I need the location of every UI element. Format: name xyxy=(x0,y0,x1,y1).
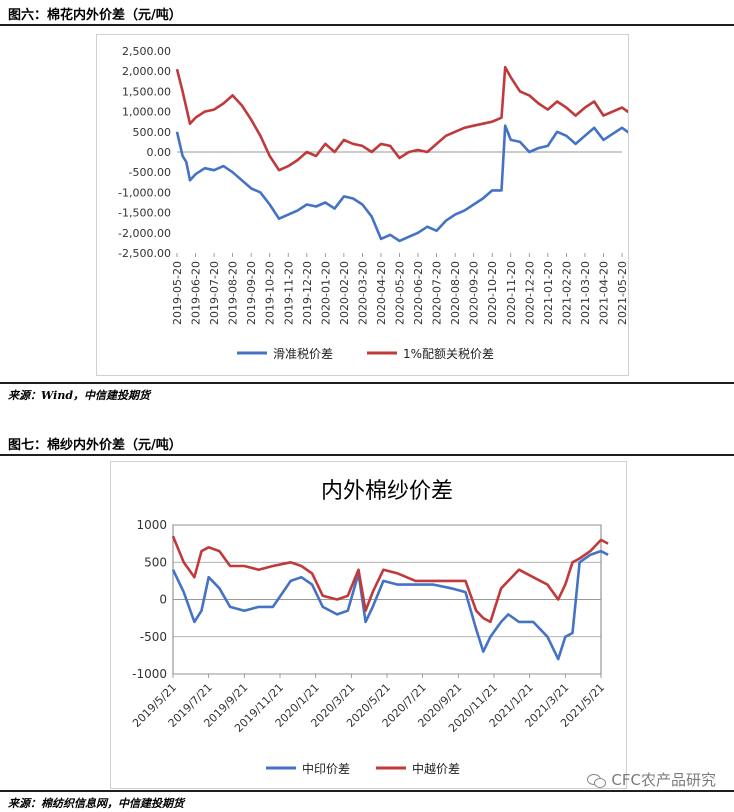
y-tick-label: -500 xyxy=(140,630,167,644)
y-tick-label: 1,500.00 xyxy=(122,85,171,98)
figure6-title: 图六：棉花内外价差（元/吨） xyxy=(8,8,182,23)
x-tick-label: 2019-06-20 xyxy=(190,261,203,325)
legend-label-2: 中越价差 xyxy=(412,761,460,776)
x-tick-label: 2020-04-20 xyxy=(375,261,388,325)
yarn-spread-chart: 内外棉纱价差 1000 500 0 -500 -1000 2019/5/21 2019/7/2… xyxy=(110,461,627,789)
figure7-source: 来源：棉纺织信息网，中信建投期货 xyxy=(8,797,184,810)
x-tick-label: 2019-08-20 xyxy=(227,261,240,325)
y-tick-label: -500.00 xyxy=(129,166,171,179)
x-tick-label: 2020-05-20 xyxy=(394,261,407,325)
cotton-spread-chart: 2,500.00 2,000.00 1,500.00 1,000.00 500.00 0.… xyxy=(96,34,642,376)
x-tick-label: 2019-12-20 xyxy=(301,261,314,325)
figure6-source: 来源：Wind，中信建投期货 xyxy=(8,389,151,402)
series-line-1 xyxy=(175,124,642,243)
x-tick-label: 2019-11-20 xyxy=(282,261,295,325)
x-tick-label: 2020-09-20 xyxy=(468,261,481,325)
y-tick-label: -2,500.00 xyxy=(118,247,171,260)
y-tick-label: -1000 xyxy=(132,667,167,681)
figure7-title: 图七：棉纱内外价差（元/吨） xyxy=(8,438,182,453)
x-tick-label: 2020-01-20 xyxy=(319,261,332,325)
series-line-2 xyxy=(171,535,609,624)
watermark: CFC农产品研究 xyxy=(587,769,716,790)
x-tick-label: 2021-01-20 xyxy=(542,261,555,325)
y-tick-label: -2,000.00 xyxy=(118,227,171,240)
y-tick-label: 2,500.00 xyxy=(122,45,171,58)
y-tick-label: 2,000.00 xyxy=(122,65,171,78)
x-tick-label: 2020-03-20 xyxy=(356,261,369,325)
y-tick-label: 500.00 xyxy=(133,126,172,139)
legend-label-1: 滑准税价差 xyxy=(273,347,333,361)
x-tick-label: 2019-07-20 xyxy=(208,261,221,325)
cotton-spread-svg: 2,500.00 2,000.00 1,500.00 1,000.00 500.00 0.… xyxy=(118,45,642,361)
y-tick-label: 500 xyxy=(144,555,167,569)
series-line-1 xyxy=(171,549,609,661)
x-tick-label: 2020-06-20 xyxy=(412,261,425,325)
y-tick-label: 0.00 xyxy=(147,146,172,159)
figure7-bottom-rule xyxy=(0,790,734,792)
legend-label-2: 1%配额关税价差 xyxy=(403,347,494,361)
x-tick-label: 2021-05-20 xyxy=(616,261,628,325)
figure6-top-rule xyxy=(0,24,734,26)
series-line-2 xyxy=(175,65,642,172)
x-tick-label: 2021-02-20 xyxy=(560,261,573,325)
x-tick-label: 2021-04-20 xyxy=(597,261,610,325)
yarn-spread-svg: 内外棉纱价差10005000-500-10002019/5/212019/7/2… xyxy=(130,479,609,776)
y-tick-label: -1,000.00 xyxy=(118,186,171,199)
figure6-bottom-rule xyxy=(0,382,734,384)
x-tick-label: 2019-09-20 xyxy=(245,261,258,325)
x-tick-label: 2019-05-20 xyxy=(171,261,184,325)
x-tick-label: 2020-08-20 xyxy=(449,261,462,325)
chart-title: 内外棉纱价差 xyxy=(321,479,453,504)
x-tick-label: 2021-03-20 xyxy=(579,261,592,325)
x-tick-label: 2020-12-20 xyxy=(523,261,536,325)
x-tick-label: 2020-02-20 xyxy=(338,261,351,325)
x-tick-label: 2019-10-20 xyxy=(264,261,277,325)
x-tick-label: 2020-07-20 xyxy=(431,261,444,325)
y-tick-label: 1,000.00 xyxy=(122,106,171,119)
legend-label-1: 中印价差 xyxy=(302,761,350,776)
x-tick-label: 2020-10-20 xyxy=(486,261,499,325)
watermark-text: CFC农产品研究 xyxy=(611,771,716,789)
y-tick-label: 1000 xyxy=(136,518,167,532)
figure7-top-rule xyxy=(0,454,734,456)
wechat-icon xyxy=(587,772,607,788)
x-tick-label: 2020-11-20 xyxy=(505,261,518,325)
y-tick-label: -1,500.00 xyxy=(118,207,171,220)
y-tick-label: 0 xyxy=(159,593,167,607)
